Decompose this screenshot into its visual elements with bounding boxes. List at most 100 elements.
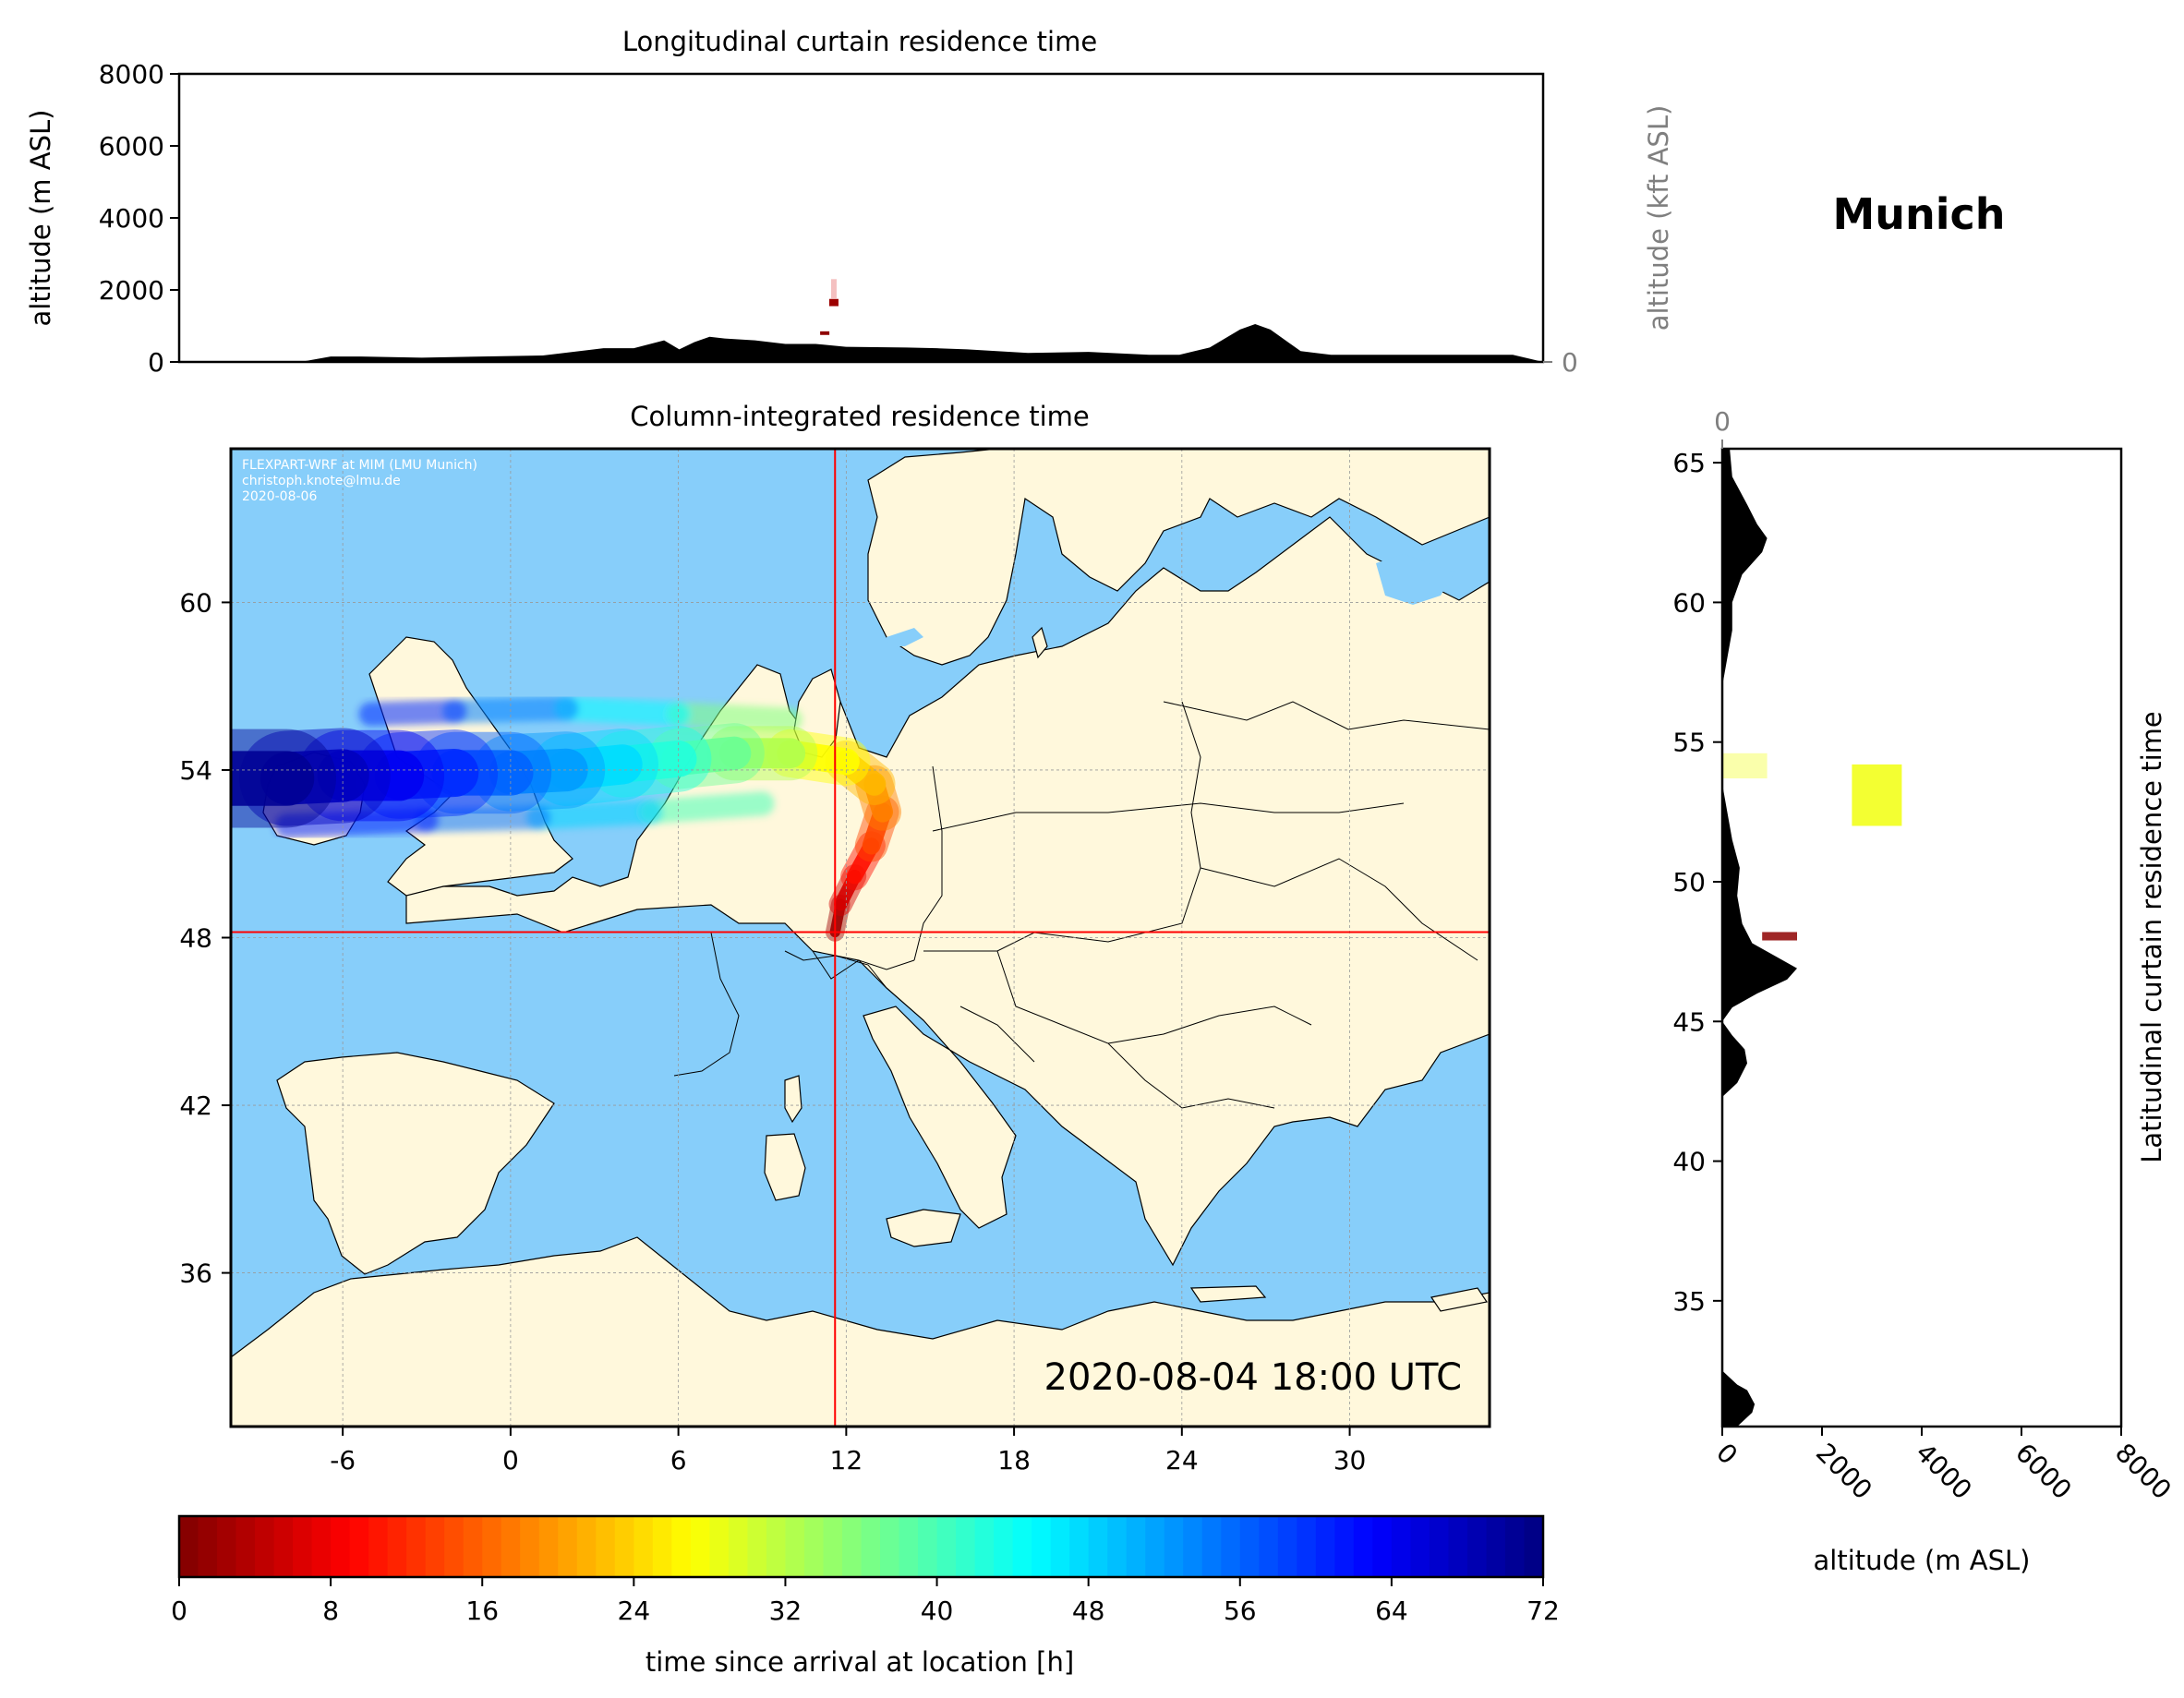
colorbar-swatch-41 [956,1516,976,1577]
right-xtick-label-4: 8000 [2109,1438,2178,1506]
colorbar-swatch-22 [596,1516,616,1577]
top-terrain-area [179,324,1543,362]
colorbar-swatch-35 [841,1516,863,1577]
land-cyprus [1430,1287,1488,1312]
colorbar-ticks: 0 8 16 24 32 40 48 56 64 72 [171,1577,1560,1626]
top-residence-mark-0 [828,298,839,307]
colorbar-swatch-68 [1466,1516,1488,1577]
right-x-ticks-top: 050100 [1714,406,1731,449]
right-xtick-top-label-0: 0 [1714,406,1731,437]
colorbar-swatch-30 [747,1516,767,1577]
right-residence-marks [1722,753,1902,941]
colorbar-swatch-64 [1391,1516,1412,1577]
watermark-line-1: FLEXPART-WRF at MIM (LMU Munich) [242,458,477,473]
location-title: Munich [1832,189,2005,239]
map-xtick-label-0: -6 [330,1445,356,1475]
land-sardinia [764,1133,806,1201]
colorbar-swatch-24 [633,1516,654,1577]
top-terrain-profile [179,324,1543,362]
colorbar-swatches [179,1516,1544,1577]
right-ytick-label-5: 60 [1672,587,1706,618]
colorbar-swatch-66 [1429,1516,1450,1577]
lake-vanern [887,628,923,646]
right-xtick-label-3: 6000 [2009,1438,2078,1506]
colorbar-swatch-31 [766,1516,787,1577]
colorbar-swatch-54 [1201,1516,1222,1577]
top-ytick-label-3: 6000 [99,131,164,162]
right-residence-mark-2 [1762,932,1797,941]
colorbar-swatch-3 [235,1516,256,1577]
colorbar-swatch-33 [803,1516,825,1577]
land-europe [405,516,1490,1267]
top-plot-frame [177,72,1545,364]
top-y-ticks-right: 050100 [1543,347,1578,378]
colorbar-swatch-32 [785,1516,805,1577]
top-ytick-label-4: 8000 [99,59,164,90]
colorbar-swatch-61 [1334,1516,1355,1577]
colorbar-swatch-44 [1012,1516,1032,1577]
map-gridlines [231,449,1490,1427]
right-ytick-label-4: 55 [1672,728,1706,758]
land-sicily [886,1209,961,1247]
colorbar-swatch-38 [899,1516,919,1577]
right-residence-mark-1 [1722,753,1768,779]
colorbar-swatch-16 [482,1516,502,1577]
map-ytick-label-3: 54 [179,755,212,786]
colorbar-swatch-62 [1353,1516,1373,1577]
colorbar-tick-label-8: 64 [1375,1596,1408,1626]
country-borders [673,701,1490,1109]
colorbar-swatch-55 [1221,1516,1241,1577]
map-x-ticks: -6 0 6 12 18 24 30 [330,1427,1366,1475]
colorbar-swatch-58 [1277,1516,1297,1577]
colorbar-swatch-63 [1372,1516,1393,1577]
colorbar-swatch-25 [652,1516,672,1577]
colorbar-swatch-1 [198,1516,218,1577]
colorbar-swatch-26 [671,1516,692,1577]
colorbar-swatch-65 [1410,1516,1430,1577]
colorbar-swatch-6 [293,1516,313,1577]
watermark-line-3: 2020-08-06 [242,489,317,504]
colorbar-tick-label-3: 24 [618,1596,651,1626]
colorbar-swatch-39 [918,1516,938,1577]
right-ytick-label-1: 40 [1672,1147,1706,1177]
column-integrated-map-panel: Column-integrated residence time [179,401,1491,1475]
longitudinal-curtain-panel: Longitudinal curtain residence time 0 200… [25,26,1674,378]
plume-1-segment-2 [415,805,551,833]
colorbar-swatch-52 [1164,1516,1184,1577]
colorbar-swatch-67 [1448,1516,1468,1577]
colorbar-swatch-10 [368,1516,389,1577]
colorbar-swatch-13 [425,1516,445,1577]
top-ytick-label-0: 0 [148,347,164,378]
map-xtick-label-4: 18 [997,1445,1031,1475]
colorbar-swatch-23 [614,1516,634,1577]
right-terrain-profile [1722,449,1797,1427]
colorbar-tick-label-1: 8 [322,1596,339,1626]
colorbar-swatch-40 [936,1516,957,1577]
colorbar: 0 8 16 24 32 40 48 56 64 72 time since arrival at… [171,1514,1560,1678]
map-ytick-label-4: 60 [179,587,212,618]
right-ytick-label-0: 35 [1672,1286,1706,1317]
colorbar-swatch-36 [861,1516,881,1577]
plume-1-segment-1 [526,800,663,830]
top-residence-fade [830,279,837,299]
colorbar-swatch-60 [1315,1516,1335,1577]
colorbar-swatch-71 [1524,1516,1544,1577]
right-panel-title: Latitudinal curtain residence time [2136,711,2167,1163]
map-xtick-label-2: 6 [670,1445,687,1475]
map-title: Column-integrated residence time [630,401,1090,432]
colorbar-swatch-2 [217,1516,237,1577]
colorbar-swatch-53 [1183,1516,1203,1577]
colorbar-swatch-57 [1259,1516,1279,1577]
plume-1-segment-3 [274,808,440,838]
land-gotland [1032,626,1048,659]
timestamp: 2020-08-04 18:00 UTC [1044,1356,1462,1399]
colorbar-swatch-70 [1504,1516,1526,1577]
colorbar-swatch-11 [387,1516,407,1577]
colorbar-swatch-7 [311,1516,332,1577]
colorbar-tick-label-9: 72 [1526,1596,1560,1626]
right-xlabel: altitude (m ASL) [1814,1545,2031,1576]
colorbar-swatch-19 [538,1516,559,1577]
colorbar-frame [177,1514,1545,1579]
top-ytick-label-1: 2000 [99,275,164,306]
